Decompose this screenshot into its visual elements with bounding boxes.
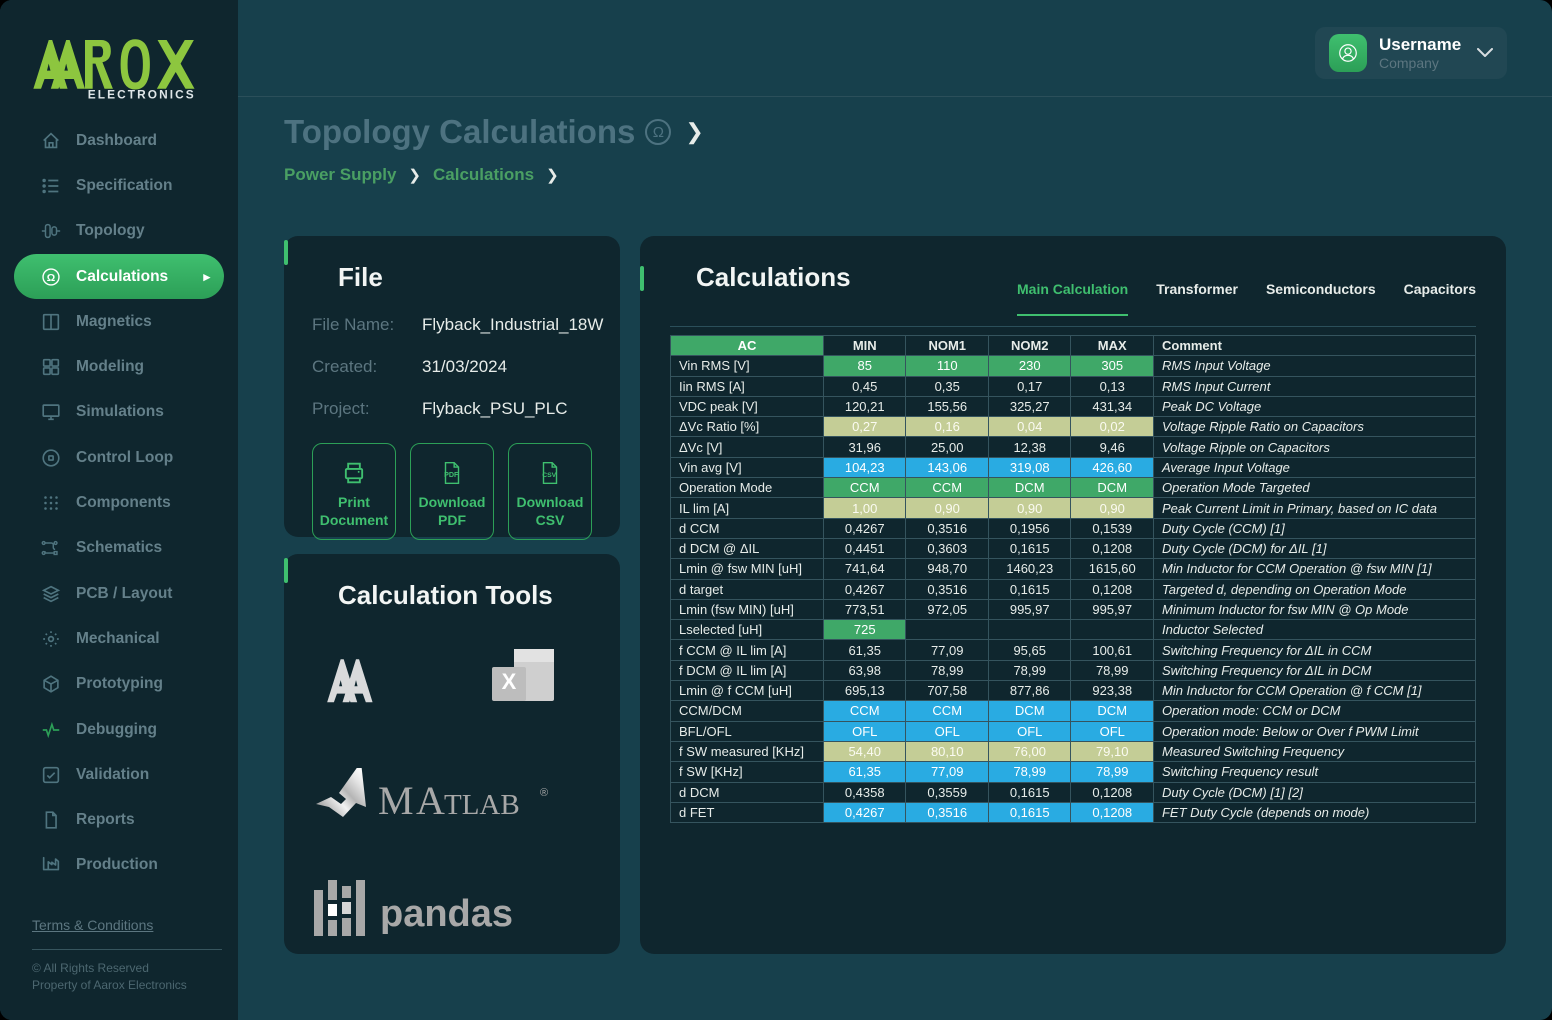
svg-text:A: A bbox=[416, 778, 445, 823]
svg-text:®: ® bbox=[540, 787, 548, 799]
svg-text:X: X bbox=[502, 669, 517, 694]
svg-text:CSV: CSV bbox=[542, 472, 556, 479]
svg-text:Ω: Ω bbox=[47, 271, 56, 283]
svg-text:M: M bbox=[378, 778, 414, 823]
svg-text:ELECTRONICS: ELECTRONICS bbox=[88, 88, 196, 101]
svg-text:pandas: pandas bbox=[380, 893, 513, 935]
svg-text:TLAB: TLAB bbox=[444, 789, 520, 821]
svg-text:PDF: PDF bbox=[444, 471, 459, 479]
